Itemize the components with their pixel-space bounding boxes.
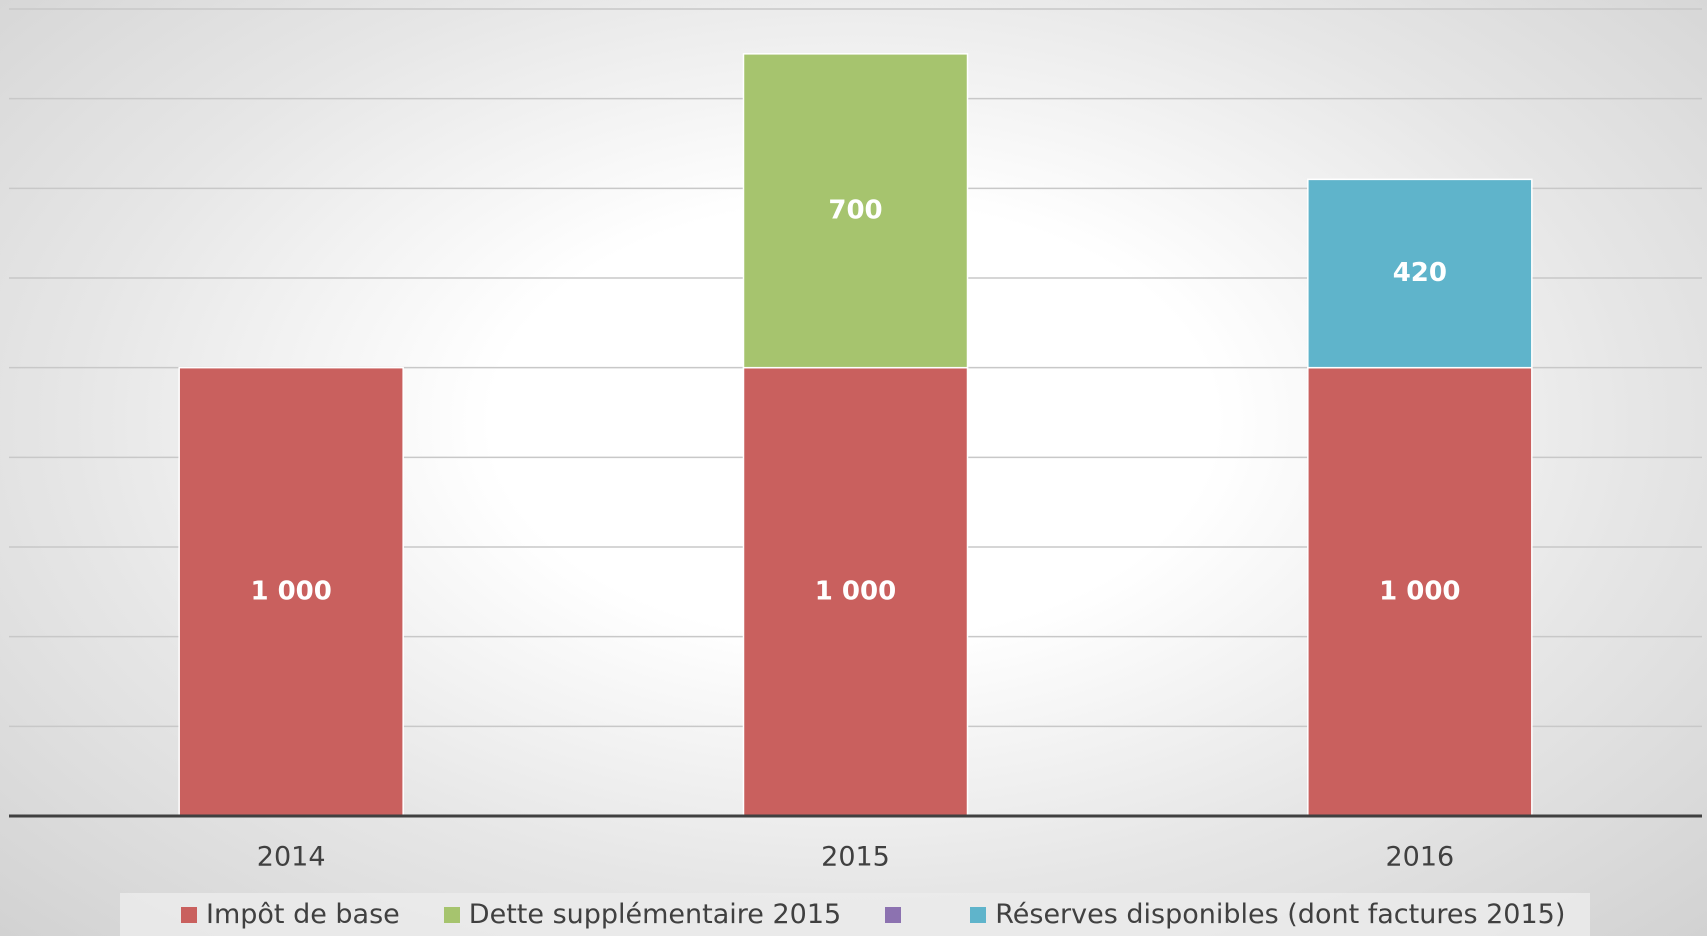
x-tick-label: 2016 — [1385, 842, 1454, 873]
legend-label: Impôt de base — [206, 899, 400, 930]
legend-label: Dette supplémentaire 2015 — [468, 899, 842, 930]
bar-segment — [1307, 178, 1533, 369]
bar-segment — [742, 366, 969, 817]
bar-segment — [742, 53, 969, 369]
data-label: 1 000 — [250, 576, 331, 606]
legend: Impôt de base Dette supplémentaire 2015 Ré… — [120, 893, 1590, 936]
bar-segment — [1307, 366, 1533, 817]
data-label: 700 — [828, 195, 882, 225]
legend-swatch — [181, 906, 197, 923]
chart: 2014 1 000 2015 1 000 700 2016 1 000 420 — [9, 8, 1702, 873]
x-tick-label: 2015 — [821, 842, 890, 873]
bar-segment — [178, 366, 404, 817]
legend-item: Dette supplémentaire 2015 — [443, 899, 842, 930]
legend-item — [885, 906, 910, 923]
legend-swatch — [885, 906, 902, 923]
x-tick-label: 2014 — [257, 842, 326, 873]
data-label: 420 — [1393, 258, 1447, 288]
data-label: 1 000 — [815, 576, 896, 606]
legend-item: Réserves disponibles (dont factures 2015… — [970, 899, 1565, 930]
data-label: 1 000 — [1379, 576, 1460, 606]
legend-label: Réserves disponibles (dont factures 2015… — [995, 899, 1566, 930]
legend-swatch — [443, 906, 460, 923]
legend-swatch — [970, 906, 987, 923]
legend-item: Impôt de base — [181, 899, 400, 930]
